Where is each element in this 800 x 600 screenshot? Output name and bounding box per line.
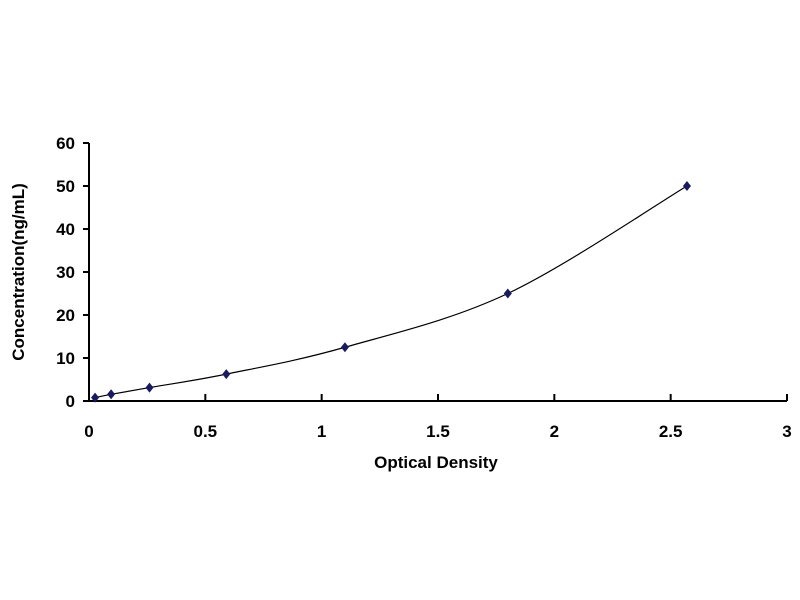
data-point bbox=[340, 342, 349, 353]
x-tick-label: 0.5 bbox=[194, 422, 218, 441]
fit-curve bbox=[94, 185, 688, 399]
data-point bbox=[91, 392, 100, 403]
y-axis-label: Concentration(ng/mL) bbox=[9, 183, 28, 361]
x-tick-label: 0 bbox=[84, 422, 93, 441]
data-point bbox=[222, 369, 231, 380]
x-tick-label: 2 bbox=[550, 422, 559, 441]
axes bbox=[83, 142, 788, 402]
y-tick-label: 10 bbox=[56, 349, 75, 368]
data-points bbox=[91, 181, 691, 403]
y-tick-label: 40 bbox=[56, 220, 75, 239]
x-tick-label: 1 bbox=[317, 422, 326, 441]
data-point bbox=[107, 389, 116, 400]
y-tick-label: 0 bbox=[66, 392, 75, 411]
data-point bbox=[682, 181, 691, 191]
y-tick-label: 50 bbox=[56, 177, 75, 196]
x-tick-label: 2.5 bbox=[659, 422, 683, 441]
x-tick-label: 3 bbox=[782, 422, 791, 441]
y-tick-label: 60 bbox=[56, 134, 75, 153]
x-axis-label: Optical Density bbox=[374, 453, 498, 472]
x-tick-label: 1.5 bbox=[426, 422, 450, 441]
data-point bbox=[145, 382, 154, 393]
y-tick-label: 20 bbox=[56, 306, 75, 325]
y-tick-label: 30 bbox=[56, 263, 75, 282]
data-point bbox=[503, 288, 512, 299]
